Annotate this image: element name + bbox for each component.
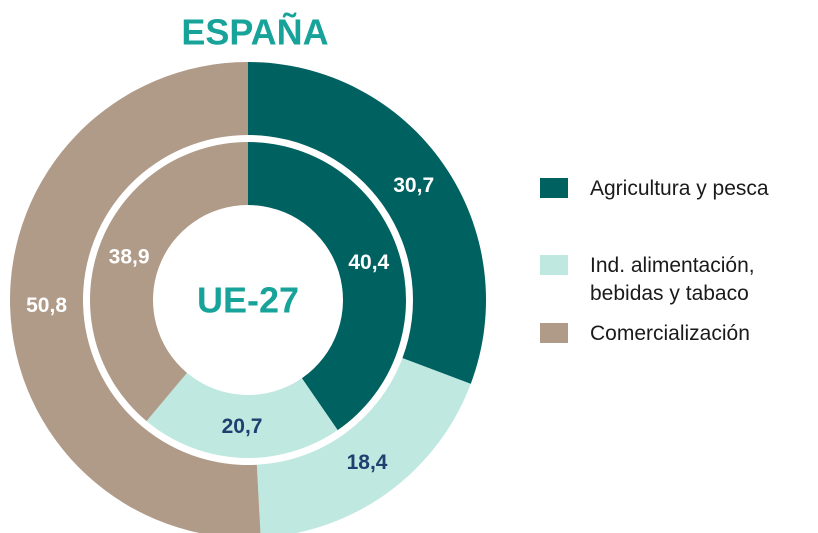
value-labels: 30,7 18,4 50,8 40,4 20,7 38,9 bbox=[26, 174, 434, 474]
slice bbox=[10, 62, 261, 533]
legend-item: Ind. alimentación, bebidas y tabaco bbox=[540, 252, 810, 308]
inner-ring-title: UE-27 bbox=[197, 280, 299, 321]
legend-label: Comercialización bbox=[590, 322, 750, 345]
slice bbox=[90, 142, 248, 422]
legend-swatch bbox=[540, 323, 568, 343]
legend-item: Agricultura y pesca bbox=[540, 175, 810, 203]
value-label: 20,7 bbox=[222, 415, 263, 438]
slice bbox=[256, 358, 471, 533]
legend-swatch bbox=[540, 178, 568, 198]
value-label: 40,4 bbox=[348, 251, 389, 274]
rings bbox=[10, 62, 487, 533]
legend-swatch bbox=[540, 255, 568, 275]
legend-label: Agricultura y pesca bbox=[590, 177, 769, 200]
value-label: 30,7 bbox=[393, 174, 434, 197]
legend-label: Ind. alimentación, bebidas y tabaco bbox=[590, 254, 755, 305]
value-label: 18,4 bbox=[347, 451, 388, 474]
legend-item: Comercialización bbox=[540, 320, 810, 348]
slice bbox=[146, 372, 338, 459]
value-label: 38,9 bbox=[109, 245, 150, 268]
slice bbox=[248, 142, 407, 431]
value-label: 50,8 bbox=[26, 294, 67, 317]
outer-ring-title: ESPAÑA bbox=[181, 11, 328, 53]
slice bbox=[248, 62, 487, 384]
